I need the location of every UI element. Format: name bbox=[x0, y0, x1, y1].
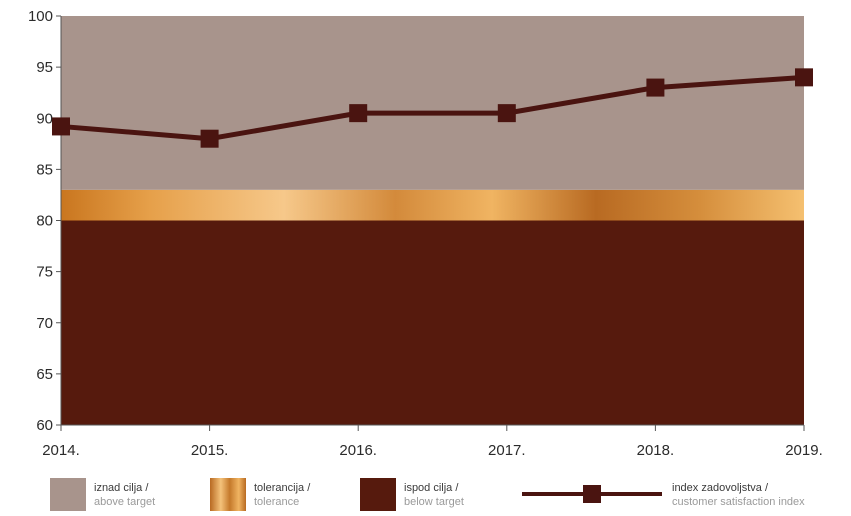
legend-label-index: index zadovoljstva / customer satisfacti… bbox=[672, 478, 805, 509]
legend-tolerance-line1: tolerancija / bbox=[254, 482, 311, 494]
band-1 bbox=[61, 189, 804, 221]
legend-above-line1: iznad cilja / bbox=[94, 482, 149, 494]
legend-below-line2: below target bbox=[404, 496, 464, 508]
legend-item-index: index zadovoljstva / customer satisfacti… bbox=[522, 478, 805, 516]
satisfaction-chart: 60 65 70 75 80 85 90 95 100 2014. 2015. 2016. 2017.… bbox=[28, 8, 823, 459]
x-tick-label: 2019. bbox=[785, 442, 823, 459]
data-point bbox=[349, 104, 368, 123]
legend-label-above-target: iznad cilja / above target bbox=[94, 478, 155, 509]
legend-swatch-index-line bbox=[522, 478, 662, 511]
y-tick-label: 100 bbox=[28, 8, 53, 25]
legend-index-line1: index zadovoljstva / bbox=[672, 482, 768, 494]
legend-swatch-above-target bbox=[50, 478, 86, 511]
y-tick-label: 85 bbox=[36, 161, 53, 178]
x-tick-label: 2015. bbox=[191, 442, 229, 459]
legend-above-line2: above target bbox=[94, 496, 156, 508]
legend-item-tolerance: tolerancija / tolerance bbox=[210, 478, 310, 516]
x-tick-label: 2014. bbox=[42, 442, 80, 459]
band-2 bbox=[61, 16, 804, 190]
legend-tolerance-line2: tolerance bbox=[254, 496, 300, 508]
y-tick-label: 75 bbox=[36, 264, 53, 281]
y-tick-label: 95 bbox=[36, 59, 53, 76]
legend-below-line1: ispod cilja / bbox=[404, 482, 459, 494]
legend-square-marker-icon bbox=[583, 485, 601, 503]
legend-item-below-target: ispod cilja / below target bbox=[360, 478, 464, 516]
data-point bbox=[200, 129, 219, 148]
data-point bbox=[497, 104, 516, 123]
series-line bbox=[60, 74, 805, 142]
data-point bbox=[795, 68, 813, 87]
y-tick-label: 65 bbox=[36, 366, 53, 383]
legend: iznad cilja / above target tolerancija /… bbox=[0, 478, 851, 516]
x-tick-label: 2016. bbox=[339, 442, 377, 459]
legend-label-below-target: ispod cilja / below target bbox=[404, 478, 464, 509]
band-0 bbox=[61, 220, 804, 425]
y-tick-label: 80 bbox=[36, 213, 53, 230]
legend-swatch-tolerance bbox=[210, 478, 246, 511]
data-point bbox=[52, 117, 70, 136]
y-tick-label: 90 bbox=[36, 110, 53, 127]
legend-swatch-below-target bbox=[360, 478, 396, 511]
y-tick-label: 60 bbox=[36, 417, 53, 434]
x-tick-label: 2017. bbox=[488, 442, 526, 459]
data-point bbox=[646, 78, 665, 97]
legend-label-tolerance: tolerancija / tolerance bbox=[254, 478, 310, 509]
y-tick-label: 70 bbox=[36, 315, 53, 332]
legend-item-above-target: iznad cilja / above target bbox=[50, 478, 155, 516]
x-tick-label: 2018. bbox=[637, 442, 675, 459]
legend-index-line2: customer satisfaction index bbox=[672, 496, 805, 508]
